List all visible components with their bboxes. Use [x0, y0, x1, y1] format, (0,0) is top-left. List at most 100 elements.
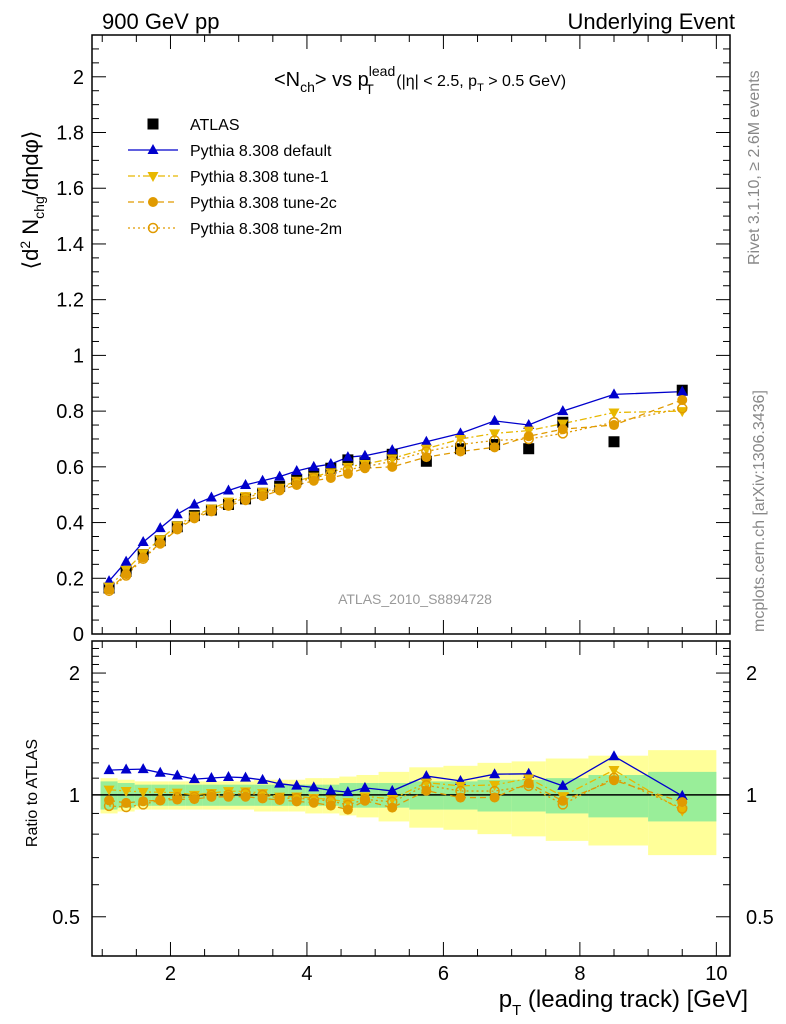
mcplots-label: mcplots.cern.ch [arXiv:1306.3436] — [751, 390, 768, 632]
ratio-point-3 — [172, 794, 183, 805]
ratio-point-4 — [172, 791, 183, 803]
ratio-point-4 — [120, 801, 132, 813]
y-tick-label-ratio: 2 — [69, 663, 80, 685]
ratio-point-4 — [137, 799, 149, 810]
ratio-point-4 — [257, 789, 268, 801]
data-point-3 — [308, 475, 319, 486]
ratio-point-3 — [308, 797, 319, 808]
y-tick-label-main: 0.2 — [56, 568, 84, 590]
x-tick-label: 8 — [574, 963, 585, 985]
title-sup: lead — [369, 63, 395, 79]
ratio-point-1 — [325, 784, 337, 795]
data-point-4 — [342, 464, 354, 475]
ratio-ticks: 0.5 0.5 1 1 2 2 — [52, 641, 774, 957]
ratio-point-1 — [342, 786, 354, 797]
data-point-1 — [103, 575, 115, 586]
ratio-point-1 — [188, 773, 200, 784]
data-point-4 — [154, 538, 166, 549]
ratio-point-1 — [557, 779, 569, 790]
series-line-1 — [108, 390, 683, 582]
data-point-1 — [608, 388, 620, 399]
ratio-point-1 — [308, 781, 320, 792]
ratio-point-1 — [489, 768, 501, 779]
rivet-label: Rivet 3.1.10, ≥ 2.6M events — [746, 70, 763, 265]
data-point-4 — [206, 504, 217, 516]
ratio-point-3 — [257, 793, 268, 804]
main-panel: 0 0.2 0.4 0.6 0.8 1 1.2 1.4 1.6 1.8 2 — [56, 34, 731, 646]
data-point-1 — [676, 385, 688, 396]
main-ticks: 0 0.2 0.4 0.6 0.8 1 1.2 1.4 1.6 1.8 2 — [56, 35, 730, 646]
y-tick-label-main: 2 — [73, 67, 84, 89]
ratio-point-3 — [421, 785, 432, 796]
legend-label: Pythia 8.308 tune-2m — [190, 221, 342, 238]
title-mid: > vs p — [315, 69, 369, 91]
legend-label: ATLAS — [190, 117, 240, 134]
data-point-4 — [489, 435, 500, 446]
data-point-1 — [325, 458, 337, 469]
ratio-point-3 — [138, 796, 149, 807]
ratio-point-4 — [421, 780, 432, 791]
data-point-0 — [608, 436, 620, 448]
data-point-4 — [257, 488, 268, 499]
legend-marker — [147, 172, 159, 182]
y-axis-label-ratio: Ratio to ATLAS — [24, 739, 41, 847]
y-tick-label-main: 0.6 — [56, 457, 84, 479]
ratio-point-1 — [137, 763, 149, 774]
data-point-4 — [103, 585, 115, 597]
y-tick-label-main: 0.8 — [56, 401, 84, 423]
data-point-2 — [489, 429, 501, 440]
title-ch: ch — [300, 79, 315, 95]
ratio-point-1 — [171, 769, 183, 780]
ratio-point-1 — [205, 771, 217, 782]
ratio-point-4 — [455, 785, 466, 797]
ratio-point-2 — [137, 787, 149, 798]
title-cut-b: > 0.5 GeV) — [484, 73, 566, 90]
data-point-1 — [342, 451, 354, 462]
header-right: Underlying Event — [567, 9, 735, 34]
ratio-frame — [91, 640, 731, 957]
header-left: 900 GeV pp — [102, 9, 219, 34]
y-tick-label-main: 0 — [73, 624, 84, 646]
data-point-4 — [120, 570, 132, 581]
y-tick-label-ratio-right: 2 — [746, 663, 757, 685]
ratio-point-2 — [608, 766, 620, 777]
ratio-point-4 — [154, 794, 166, 806]
data-point-1 — [222, 484, 234, 495]
data-point-1 — [240, 478, 252, 489]
ratio-point-3 — [523, 778, 534, 789]
title-main: <N — [274, 69, 300, 91]
data-point-1 — [291, 465, 303, 476]
data-point-4 — [308, 472, 320, 484]
ratio-point-3 — [240, 791, 251, 802]
data-point-0 — [523, 443, 535, 455]
series-line-4 — [108, 407, 683, 592]
ratio-point-1 — [120, 763, 132, 774]
data-point-4 — [557, 428, 569, 439]
data-point-1 — [386, 444, 398, 455]
ratio-point-1 — [222, 770, 234, 781]
data-point-4 — [325, 468, 337, 480]
data-point-4 — [189, 511, 200, 523]
data-point-1 — [308, 460, 320, 471]
ratio-point-2 — [120, 787, 132, 798]
data-point-1 — [154, 522, 166, 533]
data-point-3 — [291, 479, 302, 490]
data-point-4 — [274, 483, 285, 495]
ratio-point-4 — [359, 794, 371, 805]
title-cut-a: (|η| < 2.5, p — [392, 73, 477, 90]
ratio-point-4 — [103, 800, 115, 812]
legend-marker — [147, 222, 159, 234]
data-point-3 — [677, 394, 688, 405]
ratio-point-1 — [257, 773, 269, 784]
data-point-4 — [421, 446, 432, 457]
ratio-point-1 — [676, 789, 688, 800]
legend-label: Pythia 8.308 tune-2c — [190, 195, 337, 212]
y-tick-label-ratio-right: 0.5 — [746, 907, 774, 929]
legend-marker — [147, 144, 159, 154]
legend-marker — [148, 197, 158, 207]
x-tick-label: 4 — [301, 963, 312, 985]
ratio-point-1 — [240, 771, 252, 782]
ratio-series-markers — [103, 750, 688, 817]
ratio-point-4 — [308, 794, 320, 805]
